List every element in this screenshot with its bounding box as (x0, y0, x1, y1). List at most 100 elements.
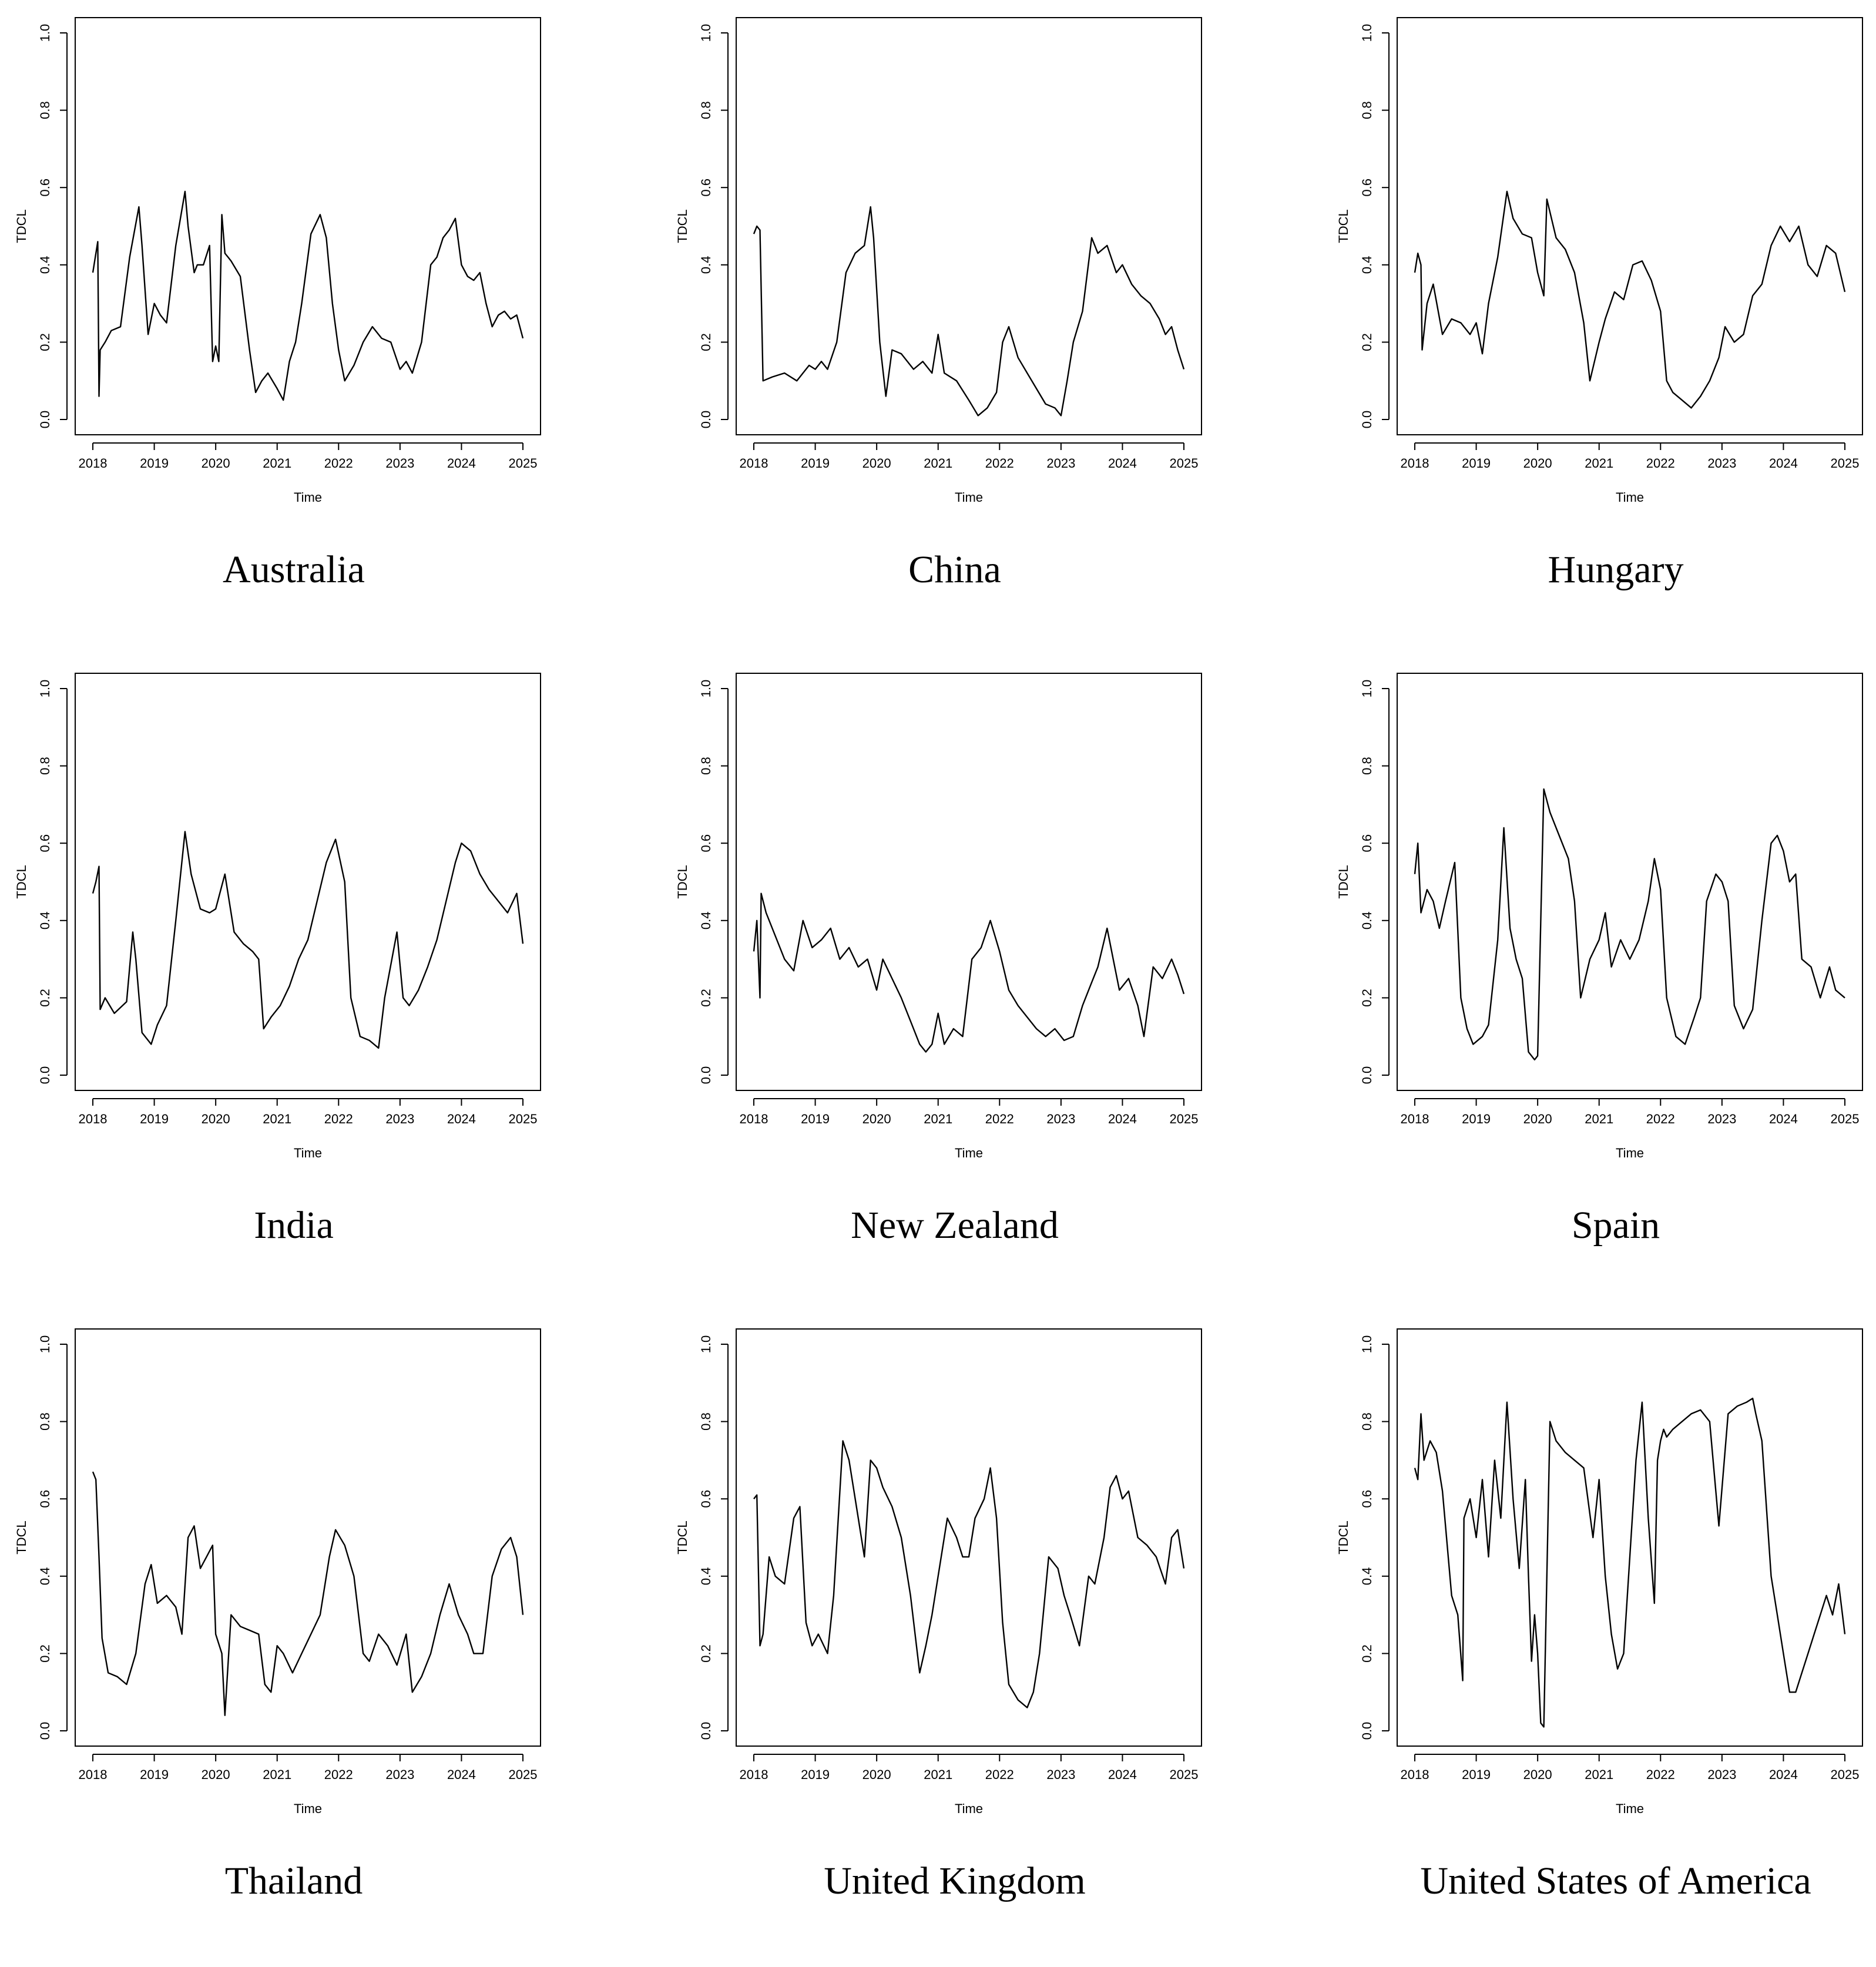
x-tick-label: 2021 (263, 456, 291, 471)
x-tick-label: 2024 (447, 1767, 476, 1782)
chart-svg: 2018 2019 2020 2021 2022 2023 2024 2025 Time 0.0 0… (14, 673, 541, 1160)
x-tick-label: 2024 (1108, 1767, 1137, 1782)
chart-svg: 2018 2019 2020 2021 2022 2023 2024 2025 Time 0.0 0… (14, 17, 541, 505)
y-tick-label: 0.0 (38, 411, 52, 429)
y-tick-label: 0.2 (699, 989, 713, 1007)
x-tick-label: 2023 (385, 456, 414, 471)
y-axis-title: TDCL (1336, 1520, 1351, 1554)
y-tick-label: 0.6 (38, 1490, 52, 1508)
y-tick-label: 0.6 (1360, 834, 1374, 852)
y-tick-label: 0.4 (1360, 912, 1374, 930)
y-tick-label: 0.2 (38, 1644, 52, 1663)
y-tick-label: 0.8 (699, 1412, 713, 1431)
y-tick-label: 0.0 (1360, 1066, 1374, 1085)
series-line-tdcl (1414, 1397, 1846, 1728)
y-axis-title: TDCL (14, 1520, 29, 1554)
chart-svg: 2018 2019 2020 2021 2022 2023 2024 2025 Time 0.0 0… (675, 1328, 1202, 1816)
plot-frame (75, 17, 541, 435)
x-tick-label: 2019 (1462, 1767, 1491, 1782)
x-tick-label: 2020 (202, 456, 230, 471)
x-tick-label: 2025 (509, 1767, 538, 1782)
chart-svg: 2018 2019 2020 2021 2022 2023 2024 2025 Time 0.0 0… (675, 673, 1202, 1160)
y-tick-label: 0.2 (699, 333, 713, 351)
x-tick-label: 2020 (202, 1112, 230, 1126)
panel-caption: China (908, 548, 1001, 591)
series-line-tdcl (92, 1471, 524, 1716)
y-axis-title: TDCL (675, 209, 690, 243)
y-tick-label: 0.0 (38, 1722, 52, 1740)
x-tick-label: 2022 (985, 1112, 1014, 1126)
chart-panel: 2018 2019 2020 2021 2022 2023 2024 2025 Time 0.0 0… (661, 0, 1286, 656)
y-tick-label: 0.4 (699, 1567, 713, 1586)
y-axis-title: TDCL (675, 865, 690, 898)
chart-svg: 2018 2019 2020 2021 2022 2023 2024 2025 Time 0.0 0… (1336, 673, 1863, 1160)
x-tick-label: 2018 (1401, 1767, 1429, 1782)
x-tick-label: 2022 (324, 456, 353, 471)
y-tick-label: 0.8 (699, 757, 713, 775)
chart-panel: 2018 2019 2020 2021 2022 2023 2024 2025 Time 0.0 0… (0, 656, 625, 1311)
y-axis-title: TDCL (14, 865, 29, 898)
chart-panel: 2018 2019 2020 2021 2022 2023 2024 2025 Time 0.0 0… (1322, 0, 1876, 656)
panel-caption: United States of America (1420, 1859, 1811, 1902)
x-tick-label: 2018 (740, 1767, 768, 1782)
x-tick-label: 2020 (1523, 1767, 1552, 1782)
x-tick-label: 2022 (324, 1767, 353, 1782)
x-tick-label: 2019 (140, 456, 169, 471)
y-tick-label: 0.2 (699, 1644, 713, 1663)
x-tick-label: 2020 (202, 1767, 230, 1782)
x-tick-label: 2019 (140, 1767, 169, 1782)
panel-caption: United Kingdom (824, 1859, 1086, 1902)
y-tick-label: 0.6 (38, 834, 52, 852)
x-tick-label: 2021 (1585, 456, 1613, 471)
y-axis-title: TDCL (1336, 209, 1351, 243)
y-tick-label: 0.8 (38, 101, 52, 119)
y-tick-label: 0.0 (699, 411, 713, 429)
y-tick-label: 0.6 (1360, 179, 1374, 197)
x-tick-label: 2025 (1831, 1767, 1860, 1782)
x-tick-label: 2025 (1170, 456, 1199, 471)
chart-svg: 2018 2019 2020 2021 2022 2023 2024 2025 Time 0.0 0… (14, 1328, 541, 1816)
x-tick-label: 2021 (1585, 1767, 1613, 1782)
series-line-tdcl (1414, 788, 1845, 1060)
plot-frame (1397, 673, 1863, 1091)
x-tick-label: 2023 (1707, 1767, 1736, 1782)
x-tick-label: 2019 (801, 1767, 830, 1782)
x-tick-label: 2021 (924, 1112, 952, 1126)
x-tick-label: 2023 (1046, 1112, 1075, 1126)
y-tick-label: 0.0 (699, 1066, 713, 1085)
x-axis-title: Time (955, 490, 983, 505)
x-tick-label: 2022 (324, 1112, 353, 1126)
y-tick-label: 0.6 (699, 834, 713, 852)
chart-svg: 2018 2019 2020 2021 2022 2023 2024 2025 Time 0.0 0… (675, 17, 1202, 505)
y-tick-label: 0.8 (699, 101, 713, 119)
chart-panel: 2018 2019 2020 2021 2022 2023 2024 2025 Time 0.0 0… (0, 0, 625, 656)
x-tick-label: 2023 (385, 1767, 414, 1782)
x-tick-label: 2022 (985, 456, 1014, 471)
plot-frame (1397, 17, 1863, 435)
x-tick-label: 2018 (79, 456, 108, 471)
chart-panel: 2018 2019 2020 2021 2022 2023 2024 2025 Time 0.0 0… (1322, 1311, 1876, 1967)
y-tick-label: 0.0 (1360, 411, 1374, 429)
x-tick-label: 2019 (801, 1112, 830, 1126)
chart-panel: 2018 2019 2020 2021 2022 2023 2024 2025 Time 0.0 0… (661, 1311, 1286, 1967)
x-axis-title: Time (294, 1146, 322, 1160)
series-line-tdcl (753, 1440, 1185, 1708)
plot-frame (1397, 1328, 1863, 1747)
plot-frame (75, 1328, 541, 1747)
x-axis-title: Time (294, 490, 322, 505)
y-tick-label: 0.8 (38, 1412, 52, 1431)
x-tick-label: 2021 (924, 456, 952, 471)
y-tick-label: 0.6 (1360, 1490, 1374, 1508)
series-line-tdcl (92, 190, 524, 401)
x-tick-label: 2018 (1401, 456, 1429, 471)
x-tick-label: 2018 (1401, 1112, 1429, 1126)
y-tick-label: 0.8 (38, 757, 52, 775)
y-tick-label: 0.4 (38, 256, 52, 274)
x-axis-title: Time (955, 1146, 983, 1160)
panel-caption: Thailand (224, 1859, 363, 1902)
y-tick-label: 0.4 (699, 912, 713, 930)
x-tick-label: 2023 (1707, 1112, 1736, 1126)
x-tick-label: 2020 (863, 456, 891, 471)
y-tick-label: 0.2 (38, 989, 52, 1007)
x-tick-label: 2021 (263, 1767, 291, 1782)
